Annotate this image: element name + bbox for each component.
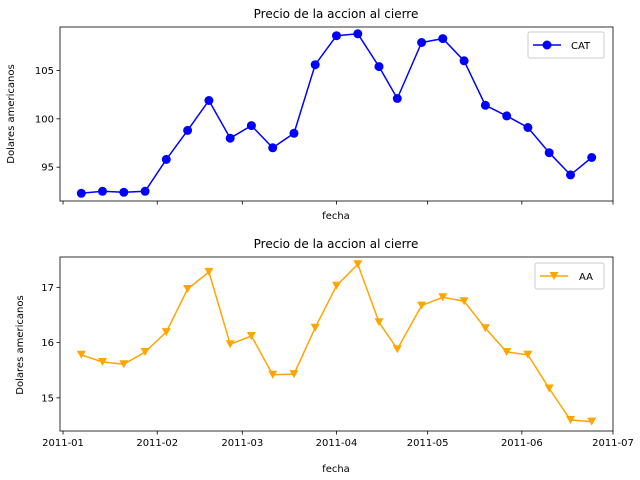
data-point (480, 100, 490, 110)
data-point (459, 297, 469, 306)
data-point (502, 348, 512, 356)
x-tick-label: 2011-02 (136, 438, 178, 449)
data-point (310, 323, 320, 332)
legend: AA (534, 262, 605, 290)
data-point (140, 186, 150, 196)
data-point (98, 358, 107, 366)
data-point (183, 125, 193, 135)
chart-aa: Precio de la accion al cierre fecha Dola… (15, 237, 634, 475)
x-axis-label: fecha (322, 464, 350, 475)
y-tick-label: 95 (41, 163, 54, 174)
x-tick-label: 2011-07 (592, 438, 634, 449)
y-tick-label: 17 (41, 283, 54, 294)
data-point (438, 34, 448, 44)
x-tick-label: 2011-06 (501, 438, 543, 449)
legend-entry-label: AA (579, 272, 593, 283)
legend-entry-label: CAT (571, 41, 591, 52)
data-point (523, 350, 533, 359)
data-point (438, 293, 448, 302)
data-point (332, 31, 341, 41)
data-point (268, 143, 278, 153)
x-axis-label: fecha (322, 211, 350, 222)
data-point (502, 111, 512, 121)
x-tick-label: 2011-05 (407, 438, 449, 449)
legend-marker (542, 40, 552, 50)
data-point (119, 187, 129, 197)
data-point (119, 360, 129, 369)
data-point (353, 29, 363, 39)
y-tick-label: 100 (35, 114, 54, 125)
y-tick-label: 105 (35, 66, 54, 77)
data-point (566, 416, 575, 424)
data-point (587, 417, 597, 426)
data-point (544, 384, 554, 393)
x-tick-label: 2011-03 (221, 438, 263, 449)
data-point (246, 121, 256, 131)
data-point (289, 370, 299, 379)
data-point (225, 133, 235, 143)
data-point (480, 324, 490, 333)
data-point (225, 340, 235, 349)
data-point (76, 350, 86, 359)
data-point (204, 96, 214, 105)
data-point (183, 285, 193, 293)
data-point (544, 148, 554, 158)
legend-marker (549, 272, 559, 280)
data-point (310, 60, 320, 70)
data-point (392, 94, 402, 103)
data-point (459, 56, 469, 66)
y-tick-label: 15 (41, 393, 54, 404)
x-tick-label: 2011-01 (42, 438, 84, 449)
legend-frame (534, 262, 605, 290)
data-point (587, 153, 597, 162)
data-point (204, 267, 214, 276)
data-point (566, 170, 575, 180)
y-axis-label: Dolares americanos (15, 295, 26, 394)
data-point (161, 328, 171, 337)
y-tick-label: 16 (41, 338, 54, 349)
chart-title: Precio de la accion al cierre (254, 237, 419, 251)
y-axis-label: Dolares americanos (6, 64, 17, 163)
data-point (353, 260, 363, 269)
data-point (332, 281, 341, 290)
data-point (374, 318, 384, 327)
data-point (417, 38, 427, 47)
data-point (76, 188, 86, 198)
data-point (417, 301, 427, 310)
data-point (140, 348, 150, 356)
data-point (268, 370, 278, 379)
legend-frame (527, 31, 605, 59)
data-point (289, 128, 299, 138)
chart-title: Precio de la accion al cierre (254, 7, 419, 21)
data-point (246, 332, 256, 340)
data-point (392, 345, 402, 354)
x-tick-label: 2011-04 (316, 438, 358, 449)
legend: CAT (527, 31, 605, 59)
plot-area: 15 16 17 2011-01 2011-02 2011-03 2011-04 2011-0… (41, 256, 634, 449)
chart-cat: Precio de la accion al cierre fecha Dola… (6, 7, 614, 222)
data-point (98, 186, 107, 196)
data-point (523, 123, 533, 132)
data-point (161, 154, 171, 164)
data-point (374, 62, 384, 72)
plot-area: 95 100 105 (35, 26, 614, 205)
